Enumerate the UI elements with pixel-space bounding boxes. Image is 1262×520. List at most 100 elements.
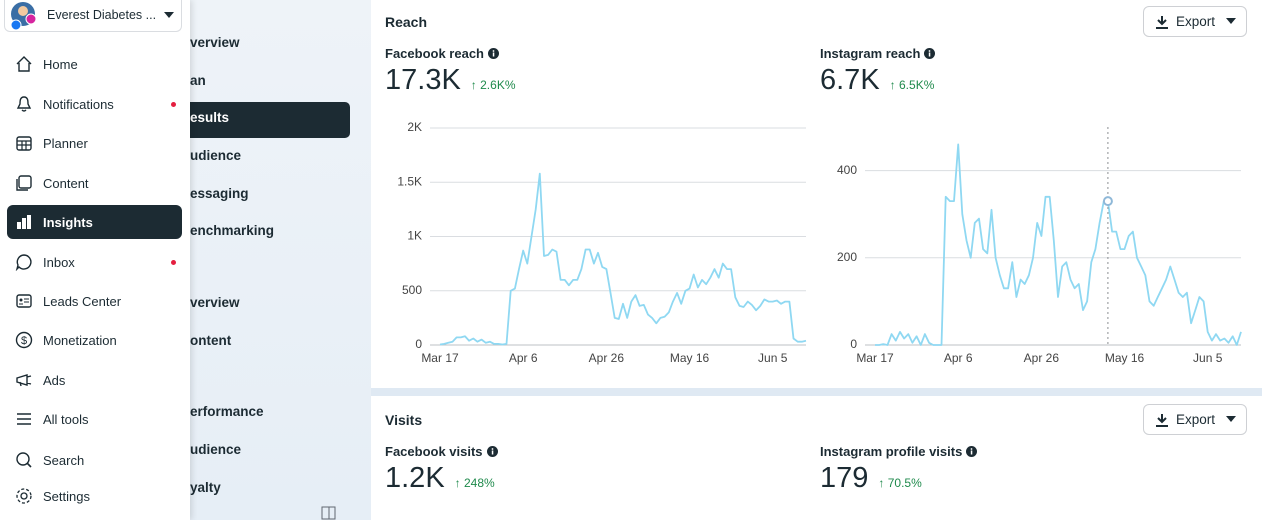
x-tick-label: Mar 17 bbox=[421, 351, 459, 365]
y-tick-label: 1.5K bbox=[397, 174, 422, 188]
notification-dot bbox=[171, 101, 176, 107]
visits-card bbox=[371, 396, 1262, 520]
metric-label: Facebook reach bbox=[385, 46, 499, 61]
export-label: Export bbox=[1176, 14, 1216, 29]
nav-item[interactable]: Planner bbox=[7, 126, 182, 160]
subnav-item[interactable]: yalty bbox=[190, 480, 221, 495]
metric-name: Instagram profile visits bbox=[820, 444, 963, 459]
nav-label: Planner bbox=[43, 135, 88, 151]
nav-item[interactable]: Home bbox=[7, 47, 182, 81]
section-title: Visits bbox=[385, 412, 423, 428]
caret bbox=[1226, 18, 1236, 24]
metric-row: 179 ↑ 70.5% bbox=[820, 462, 922, 495]
nav-item[interactable]: Content bbox=[7, 166, 182, 200]
metric-change: ↑ 70.5% bbox=[878, 476, 922, 490]
subnav-item[interactable]: erformance bbox=[190, 404, 264, 419]
nav-label: Monetization bbox=[43, 332, 117, 348]
download-icon bbox=[1156, 15, 1168, 29]
metric-label: Instagram profile visits bbox=[820, 444, 978, 459]
nav-icon bbox=[15, 254, 32, 271]
nav-icon bbox=[17, 215, 31, 229]
nav-label: Insights bbox=[43, 214, 93, 230]
nav-label: Home bbox=[43, 56, 78, 72]
nav-item[interactable]: Settings bbox=[7, 479, 182, 513]
subnav-item[interactable]: esults bbox=[190, 110, 230, 125]
nav-item[interactable]: Search bbox=[7, 443, 182, 477]
line bbox=[875, 143, 1242, 346]
x-tick-label: Apr 26 bbox=[589, 351, 625, 365]
nav-item[interactable]: Insights bbox=[7, 205, 182, 239]
info-icon[interactable] bbox=[486, 446, 498, 457]
avatar bbox=[10, 2, 37, 31]
x-tick-label: May 16 bbox=[670, 351, 710, 365]
export-button[interactable]: Export bbox=[1143, 6, 1247, 37]
nav-label: Content bbox=[43, 175, 89, 191]
nav-label: Search bbox=[43, 452, 85, 468]
metric-name: Facebook visits bbox=[385, 444, 483, 459]
metric-value: 1.2K bbox=[385, 462, 445, 494]
metric-change: ↑ 2.6K% bbox=[470, 78, 516, 92]
nav-icon bbox=[16, 374, 32, 387]
nav-item[interactable]: Leads Center bbox=[7, 284, 182, 318]
nav-label: All tools bbox=[43, 411, 89, 427]
y-tick-label: 400 bbox=[837, 163, 857, 177]
y-tick-label: 0 bbox=[415, 337, 422, 351]
nav-label: Inbox bbox=[43, 254, 75, 270]
metric-row: 17.3K ↑ 2.6K% bbox=[385, 64, 516, 97]
x-tick-label: Jun 5 bbox=[758, 351, 788, 365]
y-tick-label: 2K bbox=[407, 120, 422, 134]
account-switcher[interactable]: Everest Diabetes ... bbox=[4, 0, 182, 32]
metric-change: ↑ 248% bbox=[454, 476, 495, 490]
metric-value: 179 bbox=[820, 462, 869, 494]
x-tick-label: Jun 5 bbox=[1193, 351, 1223, 365]
metric-label: Instagram reach bbox=[820, 46, 936, 61]
caret bbox=[1226, 416, 1236, 422]
metric-name: Facebook reach bbox=[385, 46, 484, 61]
subnav-item[interactable]: an bbox=[190, 73, 206, 88]
subnav-item[interactable]: enchmarking bbox=[190, 223, 275, 238]
export-label: Export bbox=[1176, 412, 1216, 427]
info-icon[interactable] bbox=[488, 48, 499, 59]
sidebar: Everest Diabetes ... Home Notifications Pl… bbox=[0, 0, 190, 520]
export-button[interactable]: Export bbox=[1143, 404, 1247, 435]
subnav-item[interactable]: verview bbox=[190, 35, 240, 50]
hover-point bbox=[1102, 196, 1113, 207]
x-tick-label: Apr 26 bbox=[1024, 351, 1060, 365]
subnav-active bbox=[183, 102, 350, 138]
metric-name: Instagram reach bbox=[820, 46, 921, 61]
nav-icon bbox=[16, 136, 32, 151]
nav-label: Settings bbox=[43, 488, 90, 504]
info-icon[interactable] bbox=[924, 48, 936, 59]
line bbox=[439, 172, 807, 346]
account-name: Everest Diabetes ... bbox=[47, 8, 157, 22]
metric-row: 6.7K ↑ 6.5K% bbox=[820, 64, 934, 97]
nav-icon bbox=[16, 452, 32, 468]
subnav-item[interactable]: essaging bbox=[190, 186, 249, 201]
subnav-item[interactable]: ontent bbox=[190, 333, 232, 348]
nav-label: Leads Center bbox=[43, 293, 122, 309]
x-tick-label: Apr 6 bbox=[944, 351, 973, 365]
subnav-item[interactable]: verview bbox=[190, 295, 240, 310]
nav-item[interactable]: Inbox bbox=[7, 245, 182, 279]
nav-icon bbox=[16, 294, 32, 308]
metric-row: 1.2K ↑ 248% bbox=[385, 462, 495, 495]
svg-text:$: $ bbox=[21, 335, 27, 347]
x-tick-label: May 16 bbox=[1105, 351, 1145, 365]
nav-label: Ads bbox=[43, 372, 66, 388]
nav-label: Notifications bbox=[43, 96, 114, 112]
nav-icon bbox=[17, 413, 31, 425]
nav-icon: $ bbox=[15, 331, 33, 349]
collapse-icon[interactable] bbox=[321, 506, 337, 520]
nav-item[interactable]: $ Monetization bbox=[7, 323, 182, 357]
subnav-item[interactable]: udience bbox=[190, 148, 242, 163]
subnav-item[interactable]: udience bbox=[190, 442, 242, 457]
nav-icon bbox=[16, 175, 32, 191]
metric-value: 6.7K bbox=[820, 64, 880, 96]
nav-icon bbox=[16, 56, 32, 72]
nav-item[interactable]: Notifications bbox=[7, 87, 182, 121]
notification-dot bbox=[171, 259, 176, 265]
nav-item[interactable]: All tools bbox=[7, 402, 182, 436]
info-icon[interactable] bbox=[966, 446, 978, 457]
nav-item[interactable]: Ads bbox=[7, 363, 182, 397]
x-tick-label: Mar 17 bbox=[856, 351, 894, 365]
